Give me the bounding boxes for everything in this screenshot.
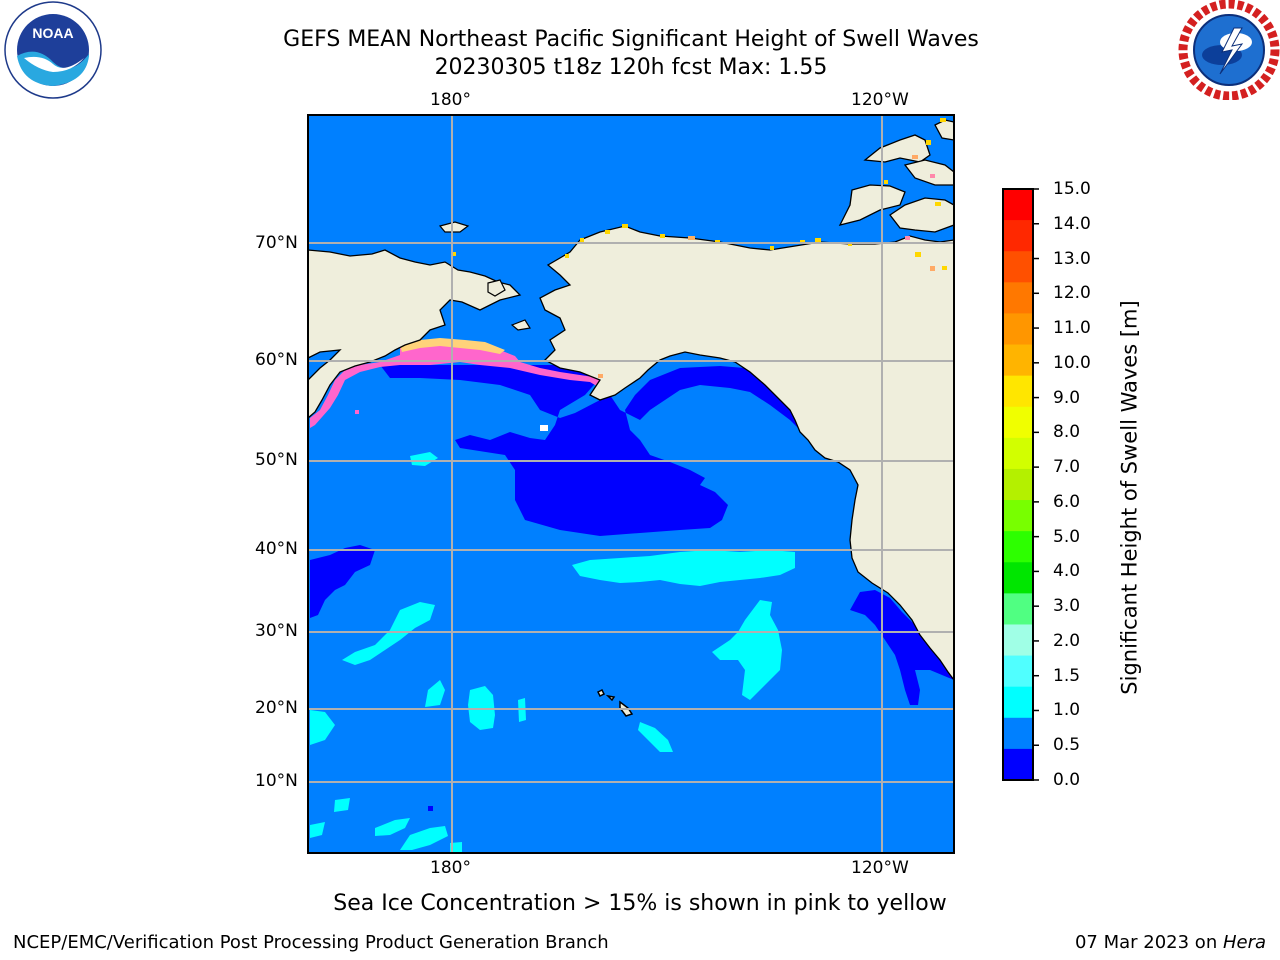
colorbar-frame — [1002, 188, 1034, 781]
footer-date: 07 Mar 2023 on Hera — [1075, 932, 1266, 953]
lat-label-70n: 70°N — [255, 233, 298, 253]
colorbar-tick-label: 10.0 — [1053, 352, 1091, 373]
colorbar-segment — [1003, 406, 1033, 439]
swell-high-region — [410, 452, 438, 466]
colorbar-segment — [1003, 686, 1033, 719]
colorbar-tick-label: 3.0 — [1053, 596, 1081, 617]
colorbar-tick-label: 1.0 — [1053, 700, 1081, 721]
colorbar-segment — [1003, 468, 1033, 501]
colorbar-segment — [1003, 655, 1033, 688]
map-frame — [307, 114, 955, 854]
colorbar-tick-label: 1.5 — [1053, 665, 1081, 686]
land-island — [510, 319, 531, 331]
colorbar-tick-label: 4.0 — [1053, 561, 1081, 582]
colorbar-tick-label: 0.0 — [1053, 770, 1081, 790]
swell-high-region — [400, 826, 448, 850]
lat-label-20n: 20°N — [255, 698, 298, 718]
colorbar-tick-label: 13.0 — [1053, 248, 1091, 269]
colorbar-tick-label: 14.0 — [1053, 213, 1091, 234]
swell-high-region — [375, 818, 410, 836]
land-arctic-island — [903, 159, 954, 186]
swell-high-region — [310, 822, 325, 838]
sea-ice-caption: Sea Ice Concentration > 15% is shown in … — [333, 891, 947, 916]
colorbar-tick-label: 12.0 — [1053, 283, 1091, 304]
swell-high-region — [310, 710, 335, 745]
footer-branch: NCEP/EMC/Verification Post Processing Pr… — [13, 932, 609, 953]
colorbar-segment — [1003, 251, 1033, 283]
colorbar-segment — [1003, 313, 1033, 346]
map-title: GEFS MEAN Northeast Pacific Significant … — [283, 27, 979, 52]
graticule — [308, 115, 954, 853]
swell-low-region — [310, 545, 375, 618]
colorbar-tick-label: 9.0 — [1053, 387, 1081, 408]
lat-label-10n: 10°N — [255, 771, 298, 791]
swell-high-region — [334, 798, 350, 812]
colorbar-segment — [1003, 624, 1033, 657]
colorbar-segment — [1003, 562, 1033, 594]
lon-label-top-120w: 120°W — [851, 90, 909, 110]
sea-ice-band — [310, 342, 610, 428]
land-asia — [308, 249, 522, 419]
colorbar-label: Significant Height of Swell Waves [m] — [1117, 300, 1142, 695]
lat-label-50n: 50°N — [255, 450, 298, 470]
colorbar-tick-label: 11.0 — [1053, 318, 1091, 339]
footer-date-text: 07 Mar 2023 on — [1074, 932, 1223, 953]
lon-label-bottom-120w: 120°W — [851, 858, 909, 878]
lat-label-40n: 40°N — [255, 539, 298, 559]
colorbar-segment — [1003, 748, 1033, 781]
colorbar-segment — [1003, 282, 1033, 315]
colorbar-segment — [1003, 531, 1033, 563]
colorbar-tick-label: 15.0 — [1053, 179, 1091, 199]
colorbar-tick-label: 8.0 — [1053, 422, 1081, 443]
land-arctic-island — [838, 184, 906, 226]
swell-high-region — [638, 722, 673, 752]
colorbar — [1003, 189, 1033, 781]
colorbar-segment — [1003, 220, 1033, 252]
swell-high-region — [342, 602, 435, 665]
swell-low-region — [380, 365, 830, 536]
colorbar-tick-label: 7.0 — [1053, 457, 1081, 478]
colorbar-tick-label: 2.0 — [1053, 630, 1081, 651]
colorbar-segment — [1003, 717, 1033, 750]
map-subtitle: 20230305 t18z 120h fcst Max: 1.55 — [434, 55, 828, 80]
swell-high-region — [712, 600, 782, 700]
colorbar-segment — [1003, 375, 1033, 408]
lat-label-60n: 60°N — [255, 350, 298, 370]
colorbar-tick-label: 0.5 — [1053, 735, 1081, 756]
colorbar-tick-label: 5.0 — [1053, 526, 1081, 547]
swell-high-region — [425, 680, 445, 707]
noaa-logo-icon: NOAA — [4, 1, 102, 99]
lon-label-bottom-180: 180° — [430, 858, 471, 878]
swell-low-region — [850, 590, 954, 705]
colorbar-segment — [1003, 593, 1033, 626]
lat-label-30n: 30°N — [255, 621, 298, 641]
colorbar-segment — [1003, 500, 1033, 532]
land-arctic-island — [889, 197, 954, 233]
swell-high-region — [572, 550, 795, 586]
colorbar-segment — [1003, 189, 1033, 221]
lon-label-top-180: 180° — [430, 90, 471, 110]
colorbar-tick-label: 6.0 — [1053, 491, 1081, 512]
nws-logo-icon — [1178, 0, 1280, 100]
footer-host: Hera — [1222, 932, 1266, 953]
svg-text:NOAA: NOAA — [32, 25, 73, 41]
colorbar-segment — [1003, 344, 1033, 377]
land-island — [487, 279, 506, 297]
colorbar-segment — [1003, 437, 1033, 470]
